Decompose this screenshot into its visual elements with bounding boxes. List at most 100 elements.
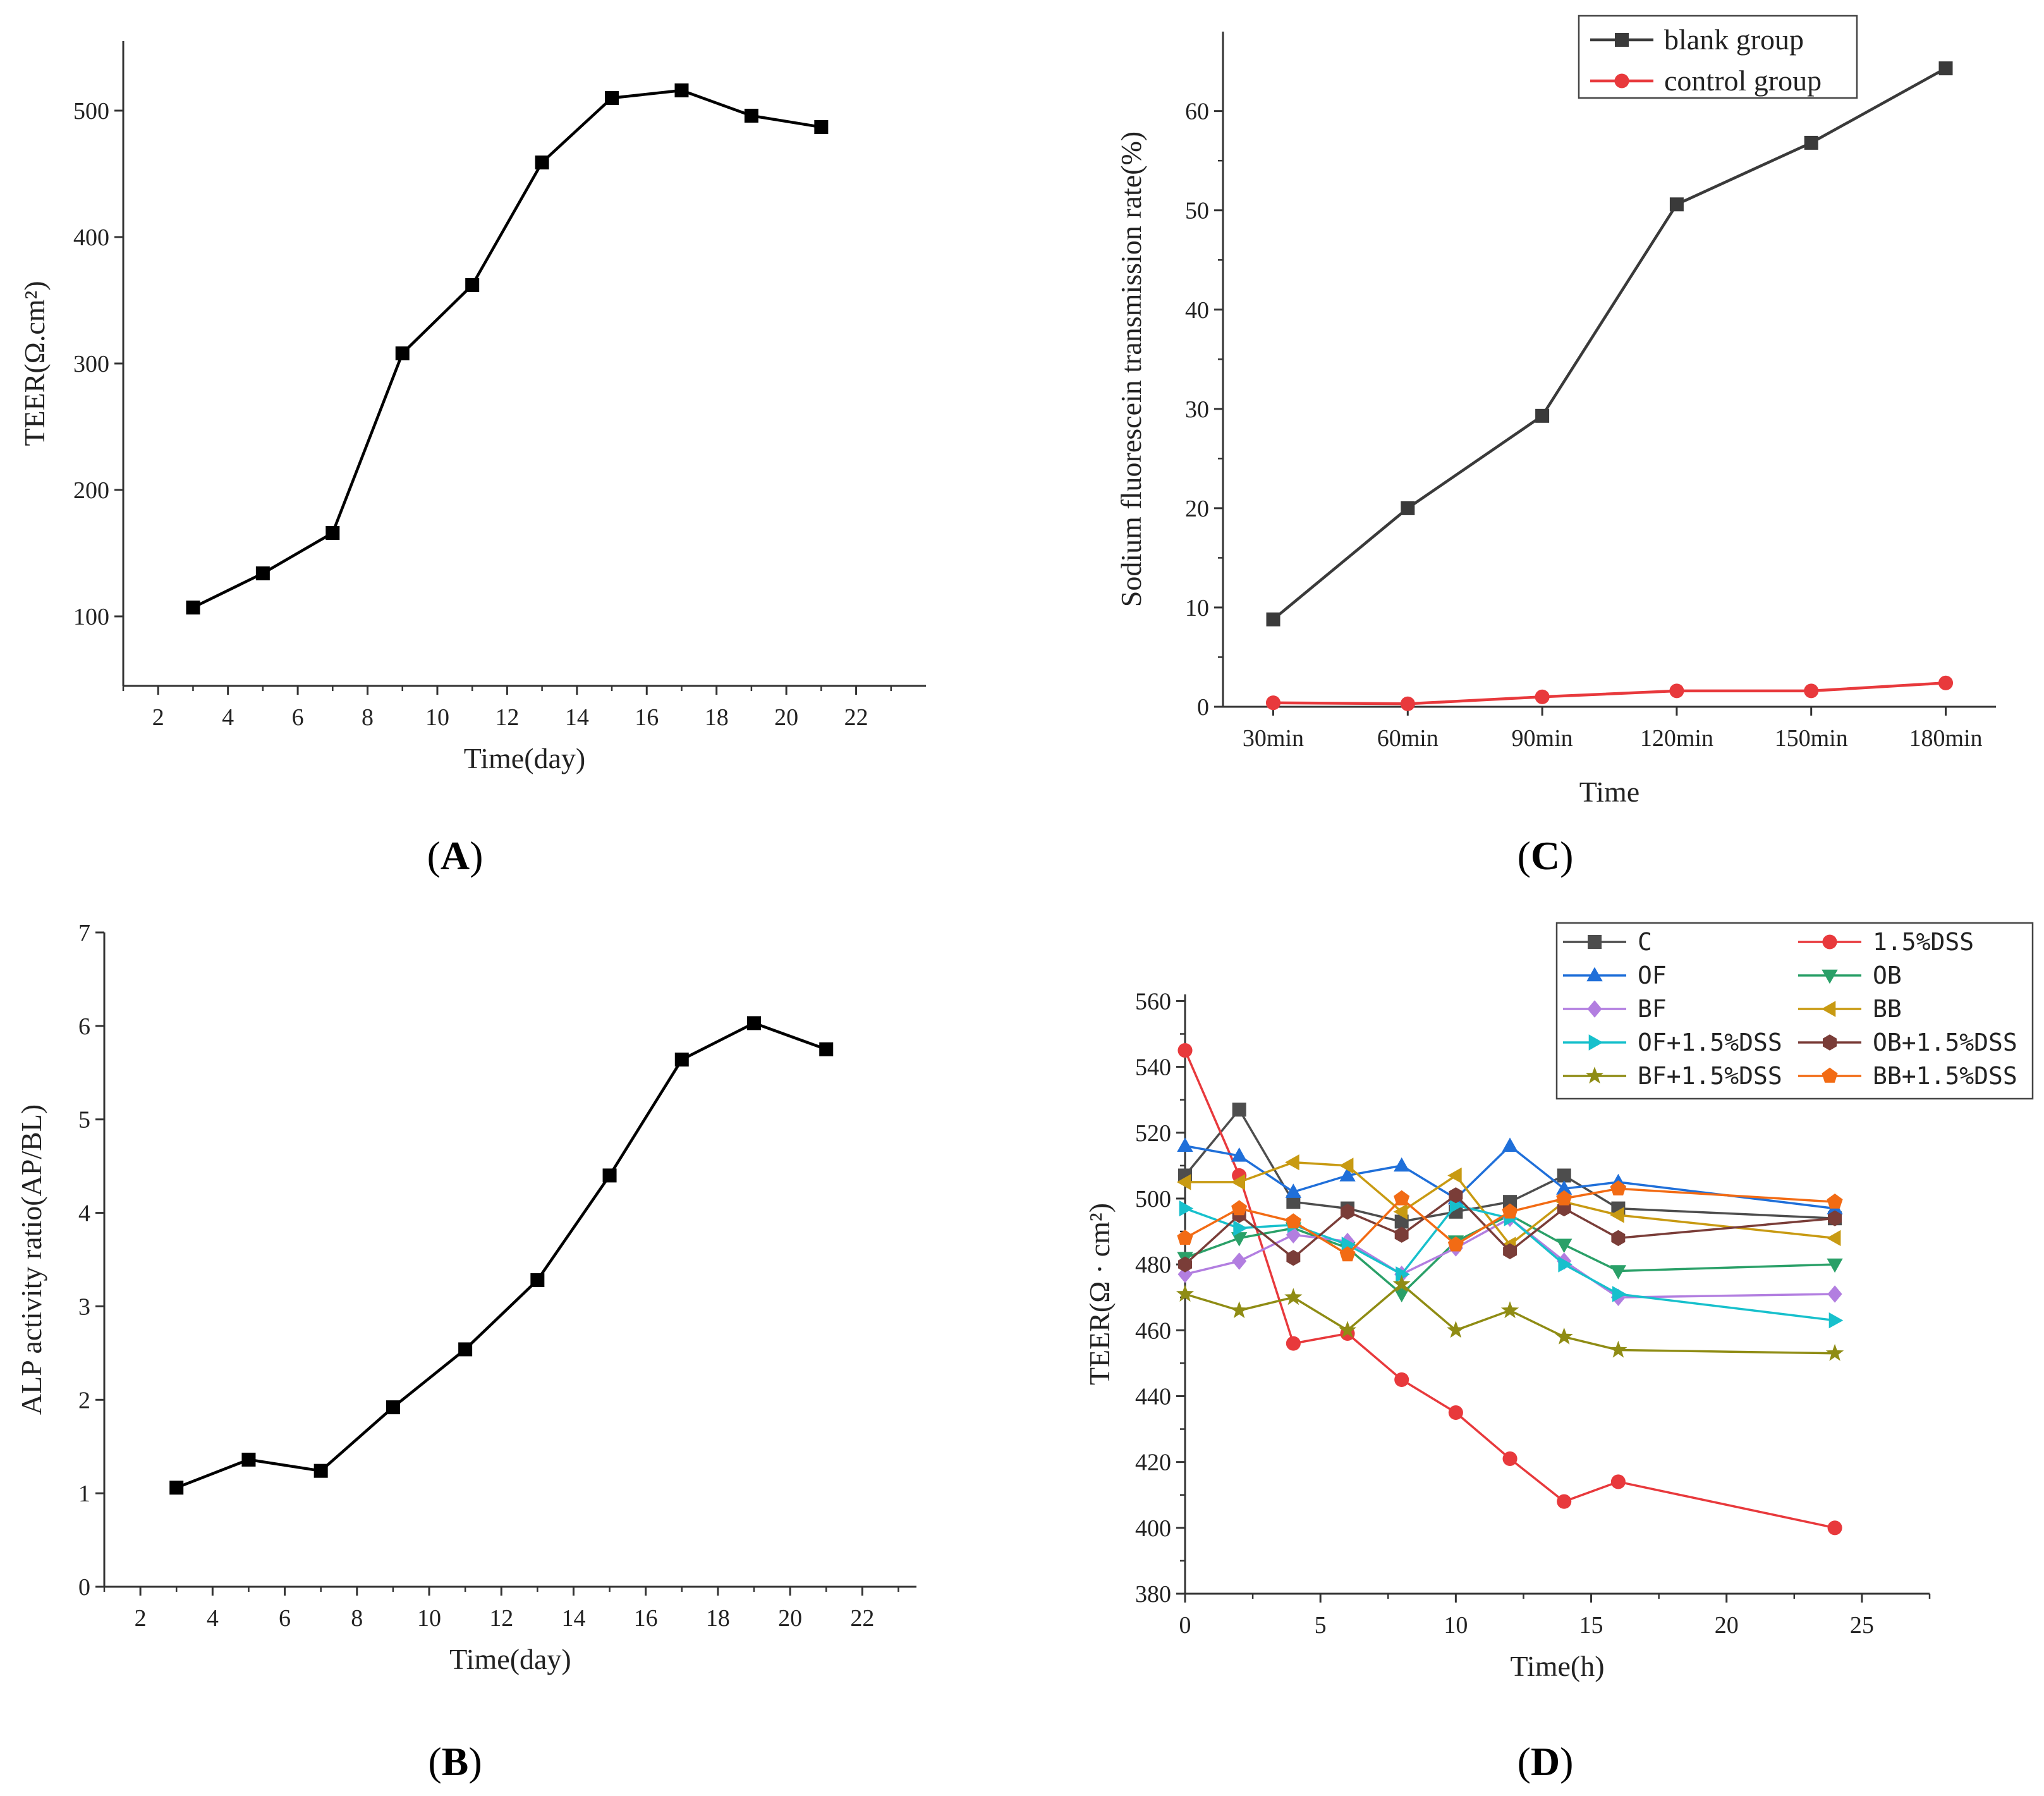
chart-c: 0 10 20 30 40 50 60 30min 60min 90min 120min 150min… [1115, 15, 1996, 878]
data-point [1502, 1203, 1518, 1219]
y-tick-label: 460 [1135, 1317, 1171, 1344]
legend-marker [1615, 33, 1629, 47]
legend-entry: BB+1.5%DSS [1873, 1062, 2017, 1090]
x-tick-label: 0 [1179, 1612, 1191, 1639]
legend-marker [1822, 1067, 1838, 1083]
data-point [1394, 1288, 1410, 1303]
data-point [1178, 1256, 1192, 1273]
data-point [747, 1016, 761, 1030]
legend-entry: 1.5%DSS [1873, 928, 1974, 956]
y-tick-label: 3 [78, 1293, 90, 1320]
series-line [1184, 1194, 1835, 1266]
panel-label-c: (C) [1518, 833, 1574, 878]
x-tick-label: 18 [705, 704, 729, 731]
data-point [1231, 1200, 1248, 1216]
x-tick-label: 20 [1715, 1612, 1739, 1639]
data-point [169, 1481, 184, 1495]
x-tick-label: 30min [1243, 725, 1304, 752]
data-point [1231, 1232, 1248, 1247]
legend-entry: OF [1638, 962, 1667, 989]
data-point [1611, 1230, 1626, 1247]
legend-entry: OB [1873, 962, 1902, 989]
data-point [325, 526, 340, 540]
panel-paren-close: ) [468, 1739, 482, 1784]
data-point [1610, 1474, 1626, 1489]
data-point [814, 120, 829, 134]
data-point [530, 1273, 545, 1288]
data-point [1286, 1195, 1301, 1209]
data-point [1284, 1288, 1303, 1305]
series-control-group [1265, 675, 1954, 711]
x-tick-label: 16 [635, 704, 659, 731]
y-tick-label: 0 [78, 1574, 90, 1601]
data-point [1176, 1174, 1191, 1190]
y-axis-label-c: Sodium fluorescein transmission rate(%) [1115, 131, 1147, 607]
x-axis-label-d: Time(h) [1510, 1650, 1604, 1682]
panel-label-b: (B) [428, 1739, 482, 1784]
legend-marker [1588, 935, 1602, 949]
data-point [1502, 1137, 1518, 1152]
legend-entry: control group [1664, 64, 1822, 97]
panel-paren-close: ) [1560, 833, 1573, 878]
y-tick-label: 20 [1185, 496, 1209, 522]
panel-letter: B [442, 1739, 469, 1784]
data-point [1557, 1168, 1571, 1183]
y-tick-label: 500 [1135, 1186, 1171, 1213]
data-point [1286, 1336, 1301, 1351]
legend-entry: BB [1873, 995, 1902, 1023]
data-point [1938, 61, 1953, 76]
y-tick-label: 540 [1135, 1054, 1171, 1081]
legend-entry: BF [1638, 995, 1667, 1023]
data-point [1265, 695, 1281, 711]
legend-entry: BF+1.5%DSS [1638, 1062, 1782, 1090]
data-point [1233, 1220, 1248, 1237]
data-point [1339, 1167, 1356, 1182]
y-tick-label: 4 [78, 1200, 90, 1227]
y-tick-label: 30 [1185, 396, 1209, 423]
x-tick-label: 5 [1315, 1612, 1327, 1639]
data-point [1447, 1167, 1462, 1184]
data-point [1827, 1520, 1842, 1536]
x-tick-label: 120min [1640, 725, 1713, 752]
data-point [1448, 1405, 1463, 1420]
data-point [1827, 1285, 1842, 1303]
data-point [1609, 1340, 1627, 1358]
x-tick-label: 2 [135, 1605, 147, 1632]
panel-label-a: (A) [427, 833, 484, 878]
data-point [605, 91, 619, 105]
data-point [1339, 1246, 1356, 1262]
y-tick-label: 520 [1135, 1120, 1171, 1147]
y-tick-label: 40 [1185, 297, 1209, 324]
legend-marker [1822, 969, 1838, 984]
x-tick-label: 10 [417, 1605, 441, 1632]
y-tick-label: 1 [78, 1481, 90, 1507]
panel-paren-open: ( [1518, 833, 1531, 878]
data-point [386, 1400, 400, 1415]
data-point [744, 109, 758, 123]
series-bf-1-5-dss [1176, 1274, 1844, 1361]
data-point [1503, 1243, 1517, 1259]
panel-paren-close: ) [470, 833, 483, 878]
data-point [1556, 1190, 1573, 1206]
data-point [1177, 1230, 1193, 1245]
x-axis-label-a: Time(day) [464, 742, 586, 774]
data-point [1394, 1157, 1410, 1172]
series-line [1184, 1187, 1835, 1256]
data-point [1447, 1236, 1464, 1252]
data-point [1341, 1204, 1354, 1220]
legend-marker [1822, 934, 1837, 950]
legend-marker [1585, 1066, 1604, 1084]
data-point [1500, 1301, 1519, 1319]
data-point [1177, 1137, 1193, 1152]
x-tick-label: 6 [279, 1605, 291, 1632]
legend-entry: blank group [1664, 23, 1804, 56]
data-point [1804, 135, 1818, 150]
data-point [819, 1042, 834, 1056]
data-point [1179, 1200, 1194, 1217]
data-point [1669, 197, 1684, 212]
legend-marker [1821, 1001, 1836, 1017]
data-point [1177, 1042, 1193, 1058]
data-point [1558, 1256, 1573, 1273]
data-point [674, 83, 689, 97]
data-point [602, 1168, 617, 1183]
